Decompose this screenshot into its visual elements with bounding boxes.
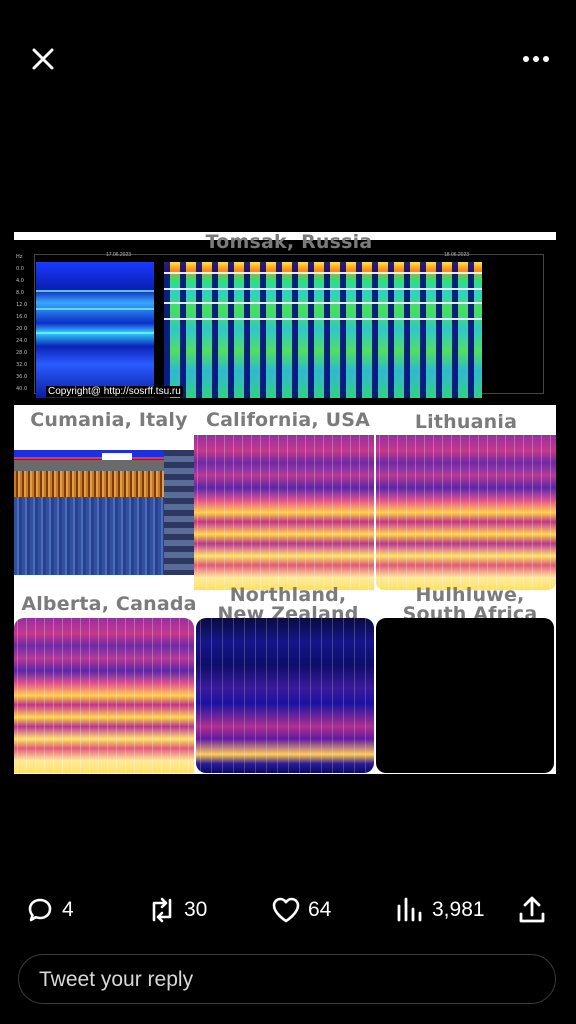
more-options-button[interactable] bbox=[518, 44, 554, 74]
spectrogram-right bbox=[164, 262, 482, 398]
y-tick: 32.0 bbox=[16, 362, 28, 368]
share-button[interactable] bbox=[516, 888, 548, 932]
y-tick: 8.0 bbox=[16, 290, 24, 296]
views-icon bbox=[397, 897, 422, 922]
y-tick: 0.0 bbox=[16, 266, 24, 272]
reply-icon bbox=[28, 898, 52, 922]
y-tick: 16.0 bbox=[16, 314, 28, 320]
label-tomsk: Tomsak, Russia bbox=[205, 232, 373, 253]
reply-input[interactable] bbox=[37, 955, 541, 1005]
reply-box bbox=[18, 954, 556, 1005]
y-tick: 20.0 bbox=[16, 326, 28, 332]
northland-spectrogram bbox=[196, 618, 374, 773]
close-icon bbox=[32, 48, 54, 70]
retweet-button[interactable]: 30 bbox=[146, 888, 207, 932]
reply-button[interactable]: 4 bbox=[24, 888, 74, 932]
label-alberta: Alberta, Canada bbox=[21, 593, 197, 615]
heart-icon bbox=[272, 897, 300, 923]
more-horizontal-icon bbox=[523, 56, 549, 62]
close-button[interactable] bbox=[24, 40, 62, 78]
label-lithuania: Lithuania bbox=[414, 411, 518, 433]
cumania-spectrogram bbox=[14, 447, 194, 579]
date-left: 17.06.2023 bbox=[106, 252, 132, 258]
reply-count: 4 bbox=[62, 898, 74, 921]
top-bar bbox=[0, 0, 576, 110]
lithuania-spectrogram bbox=[376, 435, 556, 590]
y-tick: 12.0 bbox=[16, 302, 28, 308]
y-tick: 36.0 bbox=[16, 374, 28, 380]
label-cumania: Cumania, Italy bbox=[30, 409, 188, 431]
spectrogram-left bbox=[36, 262, 154, 398]
y-axis-ticks: Hz 0.0 4.0 8.0 12.0 16.0 20.0 24.0 28.0 … bbox=[16, 254, 32, 392]
retweet-count: 30 bbox=[184, 898, 208, 921]
california-spectrogram bbox=[194, 435, 374, 590]
like-count: 64 bbox=[308, 898, 332, 921]
like-button[interactable]: 64 bbox=[270, 888, 331, 932]
hluhluwe-spectrogram bbox=[376, 618, 554, 773]
tweet-action-bar: 4 30 64 3,981 bbox=[0, 888, 576, 932]
tweet-media-image[interactable]: Hz 0.0 4.0 8.0 12.0 16.0 20.0 24.0 28.0 … bbox=[14, 232, 556, 774]
date-right: 18.06.2023 bbox=[444, 252, 470, 258]
views-button[interactable]: 3,981 bbox=[394, 888, 485, 932]
y-tick: 4.0 bbox=[16, 278, 24, 284]
copyright-text: Copyright@ http://sosrff.tsu.ru bbox=[46, 386, 183, 397]
y-tick: Hz bbox=[16, 254, 23, 260]
label-california: California, USA bbox=[206, 409, 370, 431]
view-count: 3,981 bbox=[432, 898, 485, 921]
alberta-spectrogram bbox=[14, 618, 194, 773]
y-tick: 24.0 bbox=[16, 338, 28, 344]
y-tick: 28.0 bbox=[16, 350, 28, 356]
tomsk-spectrogram: Hz 0.0 4.0 8.0 12.0 16.0 20.0 24.0 28.0 … bbox=[14, 240, 556, 405]
share-icon bbox=[519, 896, 545, 923]
y-tick: 40.0 bbox=[16, 386, 28, 392]
retweet-icon bbox=[152, 897, 172, 923]
